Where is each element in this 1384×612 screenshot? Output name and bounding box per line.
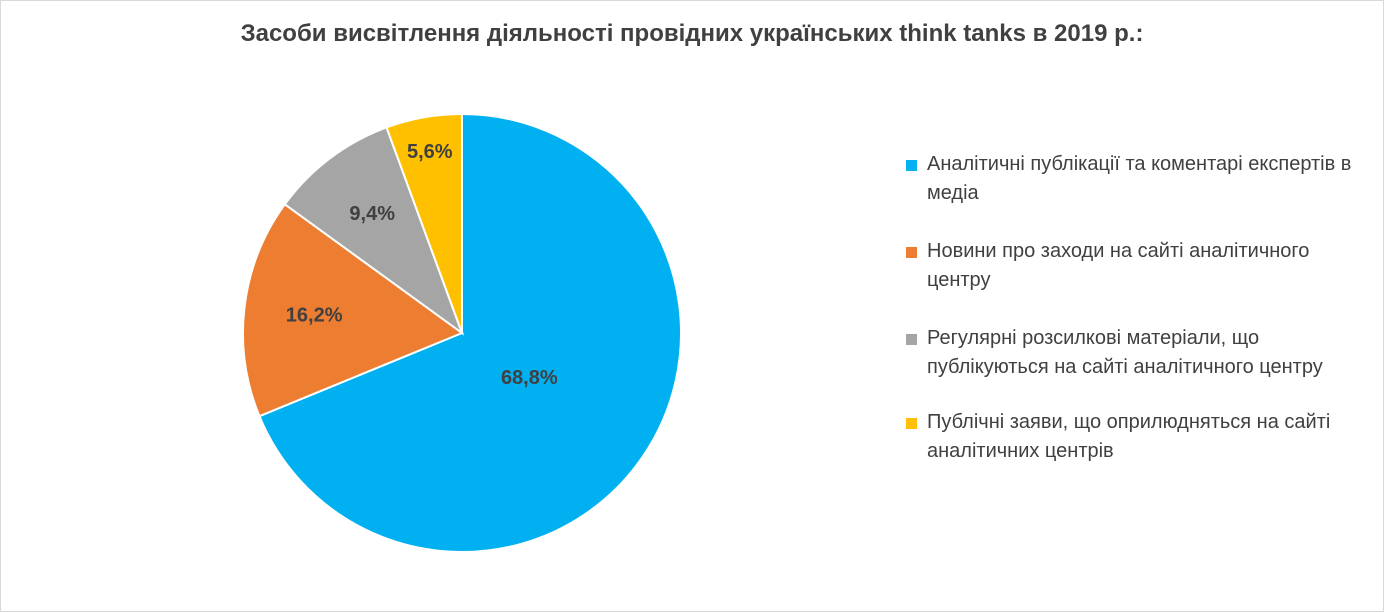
data-label: 9,4%	[349, 203, 395, 225]
legend-swatch	[906, 160, 917, 171]
legend-swatch	[906, 247, 917, 258]
legend-label: Публічні заяви, що оприлюдняться на сайт…	[927, 411, 1331, 462]
legend-swatch	[906, 418, 917, 429]
legend-swatch	[906, 334, 917, 345]
slice-news	[242, 202, 465, 418]
legend-label: Новини про заходи на сайті аналітичного …	[927, 240, 1310, 291]
data-label: 16,2%	[286, 304, 343, 326]
chart-title: Засоби висвітлення діяльності провідних …	[240, 20, 1144, 47]
data-label: 5,6%	[407, 141, 453, 163]
legend-label: Регулярні розсилкові матеріали, що публі…	[927, 327, 1323, 378]
slice-mailings	[283, 126, 465, 336]
data-label: 68,8%	[501, 367, 558, 389]
legend-label: Аналітичні публікації та коментарі експе…	[927, 153, 1352, 204]
slice-public-statements	[385, 112, 463, 334]
slice-analytic-publications	[258, 112, 682, 553]
